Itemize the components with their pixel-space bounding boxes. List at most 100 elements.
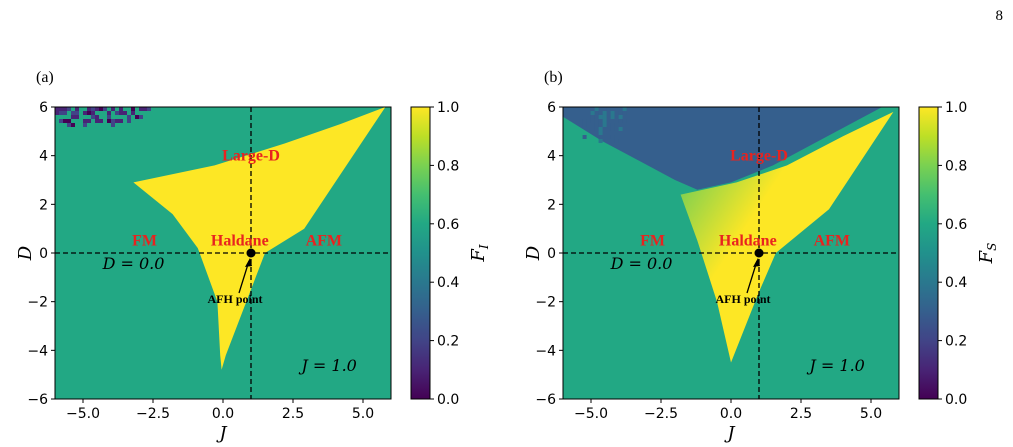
noise-pixel: [87, 111, 91, 115]
noise-pixel: [75, 115, 79, 119]
noise-pixel: [610, 111, 615, 115]
noise-pixel: [598, 115, 603, 119]
noise-pixel: [59, 119, 63, 123]
noise-pixel: [602, 123, 607, 127]
noise-pixel: [127, 115, 131, 119]
colorbar-tick-label: 0.6: [945, 217, 967, 233]
noise-pixel: [598, 139, 603, 143]
annotation: D = 0.0: [102, 254, 165, 273]
colorbar: [410, 106, 431, 400]
noise-pixel: [63, 111, 67, 115]
noise-pixel: [87, 119, 91, 123]
panel-label: (b): [544, 69, 563, 86]
colorbar-label-subscript: I: [477, 244, 491, 250]
colorbar-label-subscript: S: [985, 243, 999, 251]
noise-pixel: [55, 107, 59, 111]
noise-pixel: [119, 119, 123, 123]
noise-pixel: [143, 107, 147, 111]
noise-pixel: [139, 115, 143, 119]
noise-pixel: [590, 111, 595, 115]
haldane-region: [133, 107, 386, 370]
annotation: D = 0.0: [610, 254, 673, 273]
noise-pixel: [618, 127, 623, 131]
x-tick-label: 2.5: [282, 406, 304, 422]
y-tick-label: 4: [39, 149, 48, 165]
noise-pixel: [131, 111, 135, 115]
noise-pixel: [83, 119, 87, 123]
noise-pixel: [95, 115, 99, 119]
noise-pixel: [135, 115, 139, 119]
haldane-gradient-region: [680, 111, 894, 363]
y-tick-label: −2: [535, 295, 556, 311]
region-label: Haldane: [719, 233, 777, 250]
y-tick-label: −4: [535, 343, 556, 359]
page-number: 8: [995, 8, 1004, 24]
noise-pixel: [67, 123, 71, 127]
colorbar-tick-label: 0.8: [945, 158, 967, 174]
noise-pixel: [610, 127, 615, 131]
x-tick-label: 0.0: [212, 406, 234, 422]
noise-pixel: [95, 107, 99, 111]
x-tick-label: 5.0: [352, 406, 374, 422]
annotation: J = 1.0: [298, 356, 356, 375]
y-tick-label: −2: [27, 295, 48, 311]
noise-pixel: [598, 127, 603, 131]
y-tick-label: 0: [39, 246, 48, 262]
y-tick-label: 0: [547, 246, 556, 262]
noise-pixel: [115, 111, 119, 115]
noise-pixel: [75, 107, 79, 111]
x-tick-label: 5.0: [860, 406, 882, 422]
region-label: Haldane: [211, 233, 269, 250]
afh-point-label: AFH point: [207, 292, 262, 306]
noise-pixel: [99, 107, 103, 111]
x-tick-label: −2.5: [644, 406, 678, 422]
noise-pixel: [127, 119, 131, 123]
noise-pixel: [55, 111, 59, 115]
y-axis-label: D: [15, 245, 36, 261]
noise-pixel: [610, 135, 615, 139]
region-label: FM: [132, 233, 157, 250]
heatmap-area: [563, 107, 899, 399]
colorbar-tick-label: 0.8: [437, 158, 459, 174]
y-tick-label: 6: [547, 100, 556, 116]
noise-pixel: [71, 111, 75, 115]
noise-pixel: [67, 107, 71, 111]
y-tick-label: −6: [535, 392, 556, 408]
large-d-region: [563, 107, 883, 190]
afh-arrowhead: [753, 258, 760, 267]
noise-pixel: [123, 111, 127, 115]
noise-pixel: [614, 111, 619, 115]
x-tick-label: 0.0: [720, 406, 742, 422]
x-tick-label: −5.0: [574, 406, 608, 422]
noise-pixel: [622, 107, 627, 111]
noise-pixel: [598, 119, 603, 123]
colorbar-label: FS: [976, 243, 999, 265]
noise-pixel: [594, 127, 599, 131]
panel-a: (a) −5.0 −2.5 0.0 2.5 5.0 −6 −4 −2 0 2 4 6 J D Large-D F…: [15, 69, 491, 444]
region-label: Large-D: [222, 148, 280, 165]
noise-pixel: [598, 131, 603, 135]
region-label: Large-D: [730, 148, 788, 165]
colorbar: [918, 106, 939, 400]
colorbar-tick-label: 0.6: [437, 217, 459, 233]
noise-pixel: [582, 119, 587, 123]
noise-pixel: [111, 119, 115, 123]
x-tick-label: −5.0: [66, 406, 100, 422]
noise-pixel: [119, 107, 123, 111]
colorbar-tick-label: 0.2: [437, 334, 459, 350]
noise-pixel: [602, 111, 607, 115]
noise-pixel: [91, 111, 95, 115]
noise-pixel: [107, 115, 111, 119]
noise-pixel: [606, 107, 611, 111]
y-axis-label: D: [523, 245, 544, 261]
annotation: J = 1.0: [806, 356, 864, 375]
noise-pixel: [598, 123, 603, 127]
noise-pixel: [103, 107, 107, 111]
afh-arrowhead: [245, 258, 252, 267]
noise-pixel: [75, 111, 79, 115]
y-tick-label: 2: [39, 197, 48, 213]
noise-pixel: [602, 115, 607, 119]
noise-pixel: [115, 119, 119, 123]
afh-point-marker: [754, 248, 764, 258]
noise-pixel: [622, 111, 627, 115]
